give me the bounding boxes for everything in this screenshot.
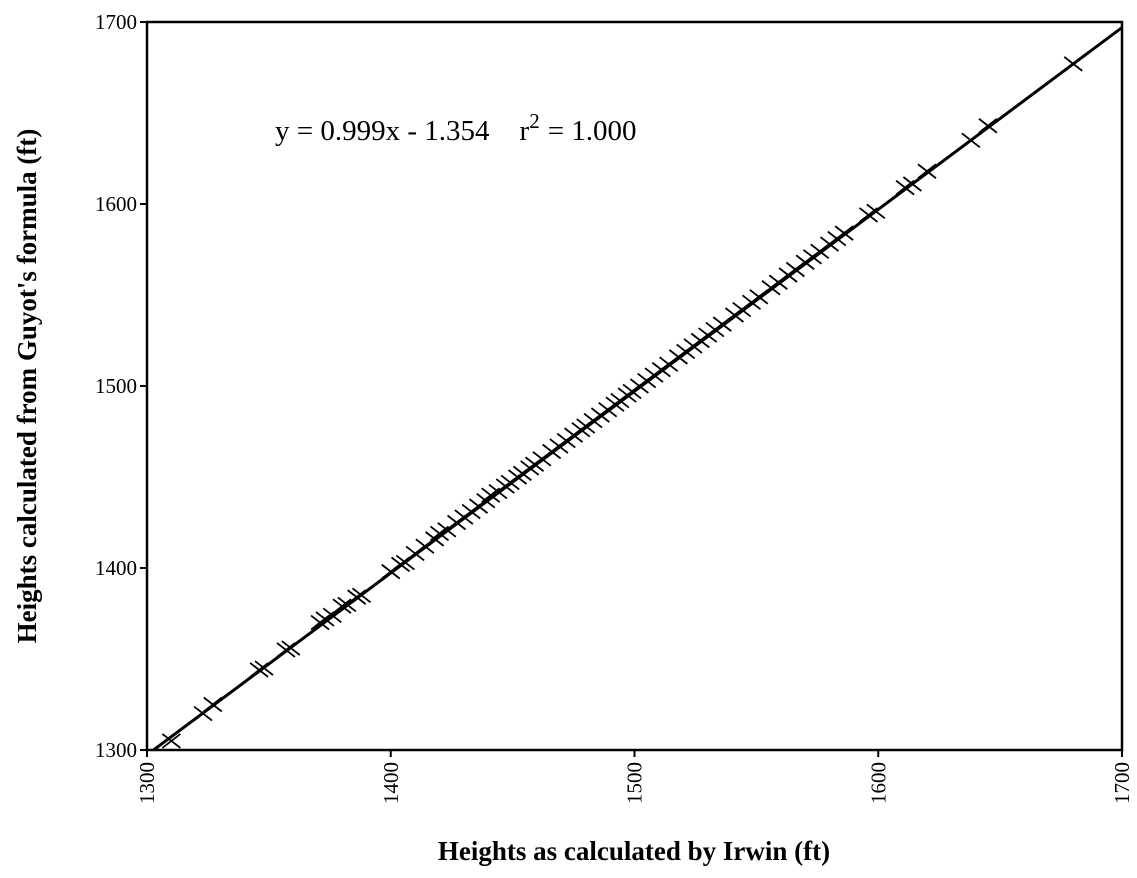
data-point <box>347 589 367 605</box>
data-point <box>193 705 213 722</box>
y-axis-title: Heights calculated from Guyot's formula … <box>12 129 42 644</box>
r-value: = 1.000 <box>548 115 637 147</box>
annotation: y = 0.999x - 1.354 r2 = 1.000 <box>275 109 637 147</box>
x-tick-label: 1300 <box>135 762 159 804</box>
x-axis-title: Heights as calculated by Irwin (ft) <box>438 836 830 866</box>
trendline <box>150 26 1122 750</box>
r-label: r <box>520 115 530 147</box>
data-point <box>281 640 301 656</box>
data-point <box>902 176 922 192</box>
equation: y = 0.999x - 1.354 <box>275 115 490 147</box>
y-tick-label: 1300 <box>95 738 137 762</box>
y-tick-label: 1700 <box>95 10 137 34</box>
data-point <box>351 587 372 604</box>
data-point <box>254 660 274 676</box>
data-point <box>1063 56 1083 72</box>
data-point <box>834 225 854 241</box>
x-tick-label: 1500 <box>623 762 647 804</box>
y-tick-label: 1600 <box>95 192 137 216</box>
data-point <box>917 163 937 179</box>
data-point <box>249 662 269 678</box>
y-tick-label: 1500 <box>95 374 137 398</box>
data-point <box>978 118 998 134</box>
x-tick-label: 1400 <box>379 762 403 804</box>
x-tick-label: 1700 <box>1110 762 1134 804</box>
data-point <box>203 696 223 713</box>
data-point <box>395 554 415 571</box>
superscript: 2 <box>529 109 540 133</box>
data-point <box>276 642 296 658</box>
data-point <box>961 132 981 149</box>
plot-area <box>150 26 1122 750</box>
x-tick-label: 1600 <box>866 762 890 804</box>
data-point <box>161 733 181 749</box>
data-point <box>866 203 886 219</box>
y-tick-label: 1400 <box>95 556 137 580</box>
data-point <box>332 598 352 614</box>
